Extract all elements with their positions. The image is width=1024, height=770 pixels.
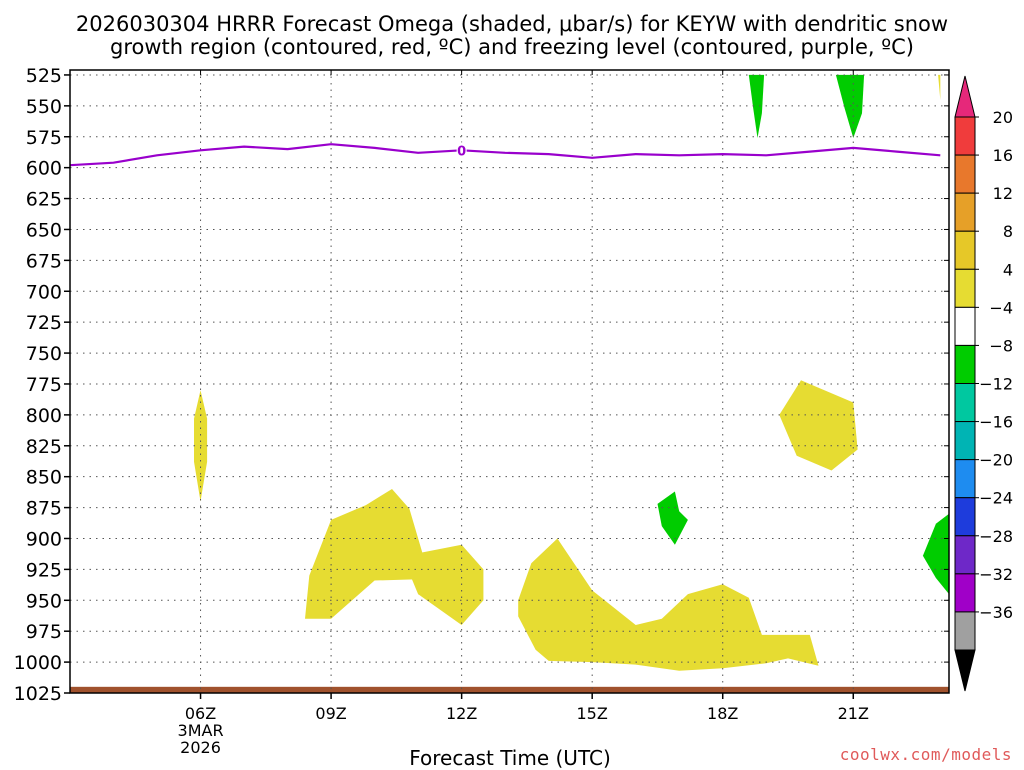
colorbar-swatch: [954, 535, 976, 575]
y-tick-label: 775: [26, 374, 62, 396]
omega-region-1: [305, 489, 423, 619]
y-tick-label: 1000: [14, 652, 62, 674]
colorbar-label: −36: [979, 603, 1013, 622]
x-tick-sublabel: 3MAR: [178, 721, 224, 740]
colorbar-swatch: [954, 421, 976, 461]
y-tick-label: 750: [26, 343, 62, 365]
x-axis-label: Forecast Time (UTC): [409, 746, 611, 770]
y-tick-label: 575: [26, 127, 62, 149]
colorbar-label: −16: [979, 413, 1013, 432]
colorbar-label: −32: [979, 565, 1013, 584]
x-tick-label: 21Z: [838, 704, 869, 723]
y-tick-label: 700: [26, 281, 62, 303]
colorbar-label: −24: [979, 489, 1013, 508]
y-tick-label: 725: [26, 312, 62, 334]
plot-frame: [69, 69, 950, 694]
y-tick-label: 650: [26, 219, 62, 241]
x-tick-label: 15Z: [577, 704, 608, 723]
colorbar-label: −28: [979, 527, 1013, 546]
omega-region-4: [779, 380, 858, 471]
colorbar-label: 4: [1003, 260, 1013, 279]
x-tick-sublabel: 2026: [180, 738, 221, 757]
freezing-level-line: [70, 143, 941, 167]
colorbar-label: 8: [1003, 222, 1013, 241]
omega-region-3: [518, 538, 819, 671]
omega-region-7: [748, 74, 765, 138]
y-tick-label: 875: [26, 498, 62, 520]
colorbar-swatch: [954, 154, 976, 194]
x-tick-label: 12Z: [446, 704, 477, 723]
colorbar-label: −4: [989, 298, 1013, 317]
x-tick-label: 06Z: [185, 704, 216, 723]
colorbar-swatch: [954, 230, 976, 270]
omega-region-2: [409, 544, 484, 625]
colorbar-swatch: [954, 344, 976, 384]
y-tick-label: 900: [26, 528, 62, 550]
freezing-level-label-bg: [456, 142, 467, 158]
colorbar-swatch: [954, 383, 976, 423]
colorbar-label: 16: [993, 146, 1013, 165]
y-tick-label: 550: [26, 96, 62, 118]
y-tick-label: 1025: [14, 683, 62, 705]
surface-band: [70, 686, 949, 693]
y-tick-label: 950: [26, 590, 62, 612]
watermark: coolwx.com/models: [839, 745, 1012, 764]
omega-region-6: [922, 513, 949, 595]
colorbar-swatch: [954, 611, 976, 651]
chart-title-line-1: 2026030304 HRRR Forecast Omega (shaded, …: [75, 12, 949, 36]
x-tick-label: 18Z: [707, 704, 738, 723]
omega-region-8: [835, 74, 865, 138]
y-tick-label: 975: [26, 621, 62, 643]
y-tick-label: 525: [26, 65, 62, 87]
colorbar-label: 20: [993, 108, 1013, 127]
omega-region-5: [657, 491, 688, 545]
colorbar-swatch: [954, 116, 976, 156]
y-tick-label: 625: [26, 189, 62, 211]
plot-area: 0: [70, 70, 949, 693]
colorbar-swatch: [954, 573, 976, 613]
colorbar-swatch: [954, 268, 976, 308]
colorbar-label: −12: [979, 375, 1013, 394]
y-tick-label: 825: [26, 436, 62, 458]
x-tick-label: 09Z: [315, 704, 346, 723]
chart-title-line-2: growth region (contoured, red, ºC) and f…: [110, 35, 914, 59]
y-tick-label: 925: [26, 559, 62, 581]
y-tick-label: 600: [26, 158, 62, 180]
freezing-level-label: 0: [457, 144, 466, 159]
colorbar-label: 12: [993, 184, 1013, 203]
y-tick-label: 800: [26, 405, 62, 427]
colorbar-label: −8: [989, 336, 1013, 355]
omega-region-9: [938, 74, 941, 100]
colorbar-swatch: [954, 459, 976, 499]
colorbar-bottom-arrow: [954, 649, 976, 692]
colorbar-swatch: [954, 306, 976, 346]
colorbar-swatch: [954, 497, 976, 537]
colorbar-swatch: [954, 192, 976, 232]
y-tick-label: 675: [26, 250, 62, 272]
colorbar-label: −20: [979, 451, 1013, 470]
colorbar-top-arrow: [954, 75, 976, 118]
y-tick-label: 850: [26, 467, 62, 489]
